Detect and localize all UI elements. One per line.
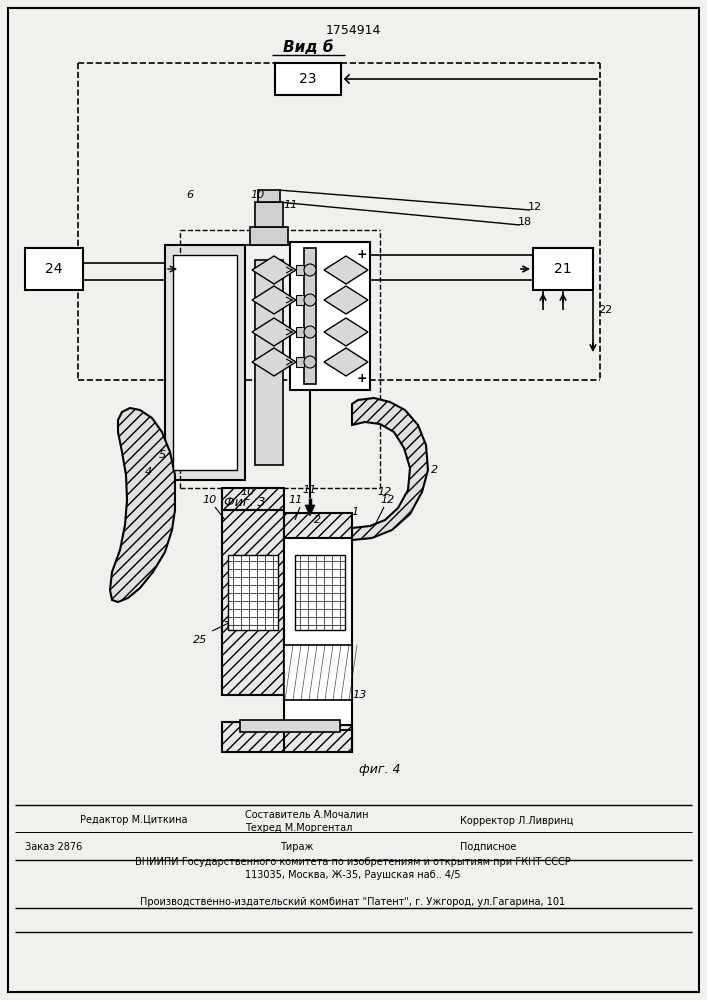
Bar bbox=[296, 327, 304, 337]
Bar bbox=[284, 538, 352, 750]
Polygon shape bbox=[252, 318, 296, 346]
Circle shape bbox=[304, 264, 316, 276]
Text: 21: 21 bbox=[554, 262, 572, 276]
Text: 13: 13 bbox=[353, 690, 367, 700]
Polygon shape bbox=[324, 286, 368, 314]
Bar bbox=[290, 242, 370, 390]
Polygon shape bbox=[324, 256, 368, 284]
Text: 22: 22 bbox=[598, 305, 612, 315]
Text: Фиг. 3: Фиг. 3 bbox=[224, 495, 266, 508]
Text: 12: 12 bbox=[528, 202, 542, 212]
Bar bbox=[295, 555, 345, 630]
Text: 2: 2 bbox=[431, 465, 438, 475]
Text: 10: 10 bbox=[241, 487, 255, 497]
Bar bbox=[165, 245, 245, 480]
Text: Составитель А.Мочалин: Составитель А.Мочалин bbox=[245, 810, 368, 820]
Text: 11: 11 bbox=[303, 485, 317, 495]
Bar bbox=[258, 190, 280, 202]
Text: Корректор Л.Ливринц: Корректор Л.Ливринц bbox=[460, 816, 573, 826]
Text: 11: 11 bbox=[289, 495, 303, 505]
Bar bbox=[240, 720, 340, 732]
Bar bbox=[284, 645, 352, 700]
Text: 2: 2 bbox=[315, 515, 322, 525]
Bar bbox=[255, 260, 283, 465]
Polygon shape bbox=[110, 408, 175, 602]
Text: 5: 5 bbox=[158, 450, 165, 460]
Bar bbox=[296, 295, 304, 305]
Polygon shape bbox=[252, 256, 296, 284]
Text: Редактор М.Циткина: Редактор М.Циткина bbox=[80, 815, 187, 825]
Text: 18: 18 bbox=[518, 217, 532, 227]
Polygon shape bbox=[324, 348, 368, 376]
Text: 12: 12 bbox=[378, 487, 392, 497]
Text: 4: 4 bbox=[144, 467, 151, 477]
Bar bbox=[25, 248, 83, 290]
Bar bbox=[255, 202, 283, 227]
Text: 1754914: 1754914 bbox=[325, 23, 380, 36]
Bar bbox=[533, 248, 593, 290]
Text: Вид б: Вид б bbox=[283, 40, 333, 55]
Text: 12: 12 bbox=[381, 495, 395, 505]
Bar bbox=[304, 248, 316, 384]
Text: 23: 23 bbox=[299, 72, 317, 86]
Text: 6: 6 bbox=[187, 190, 194, 200]
Text: 10: 10 bbox=[251, 190, 265, 200]
Text: Производственно-издательский комбинат "Патент", г. Ужгород, ул.Гагарина, 101: Производственно-издательский комбинат "П… bbox=[141, 897, 566, 907]
Polygon shape bbox=[252, 286, 296, 314]
Polygon shape bbox=[305, 505, 315, 516]
Text: 1: 1 bbox=[351, 507, 358, 517]
Bar bbox=[269, 725, 352, 750]
Text: 11: 11 bbox=[284, 200, 298, 210]
Text: 24: 24 bbox=[45, 262, 63, 276]
Bar bbox=[173, 255, 237, 470]
Polygon shape bbox=[252, 348, 296, 376]
Bar bbox=[296, 357, 304, 367]
Text: ВНИИПИ Государственного комитета по изобретениям и открытиям при ГКНТ СССР: ВНИИПИ Государственного комитета по изоб… bbox=[135, 857, 571, 867]
Text: Тираж: Тираж bbox=[280, 842, 313, 852]
Bar bbox=[228, 555, 278, 630]
Bar bbox=[222, 722, 284, 752]
Text: Заказ 2876: Заказ 2876 bbox=[25, 842, 82, 852]
Circle shape bbox=[304, 294, 316, 306]
Polygon shape bbox=[352, 398, 428, 540]
Text: 10: 10 bbox=[203, 495, 217, 505]
Bar bbox=[222, 510, 284, 695]
Text: Подписное: Подписное bbox=[460, 842, 516, 852]
Bar bbox=[284, 730, 352, 752]
Text: фиг. 4: фиг. 4 bbox=[359, 764, 401, 776]
Bar bbox=[275, 63, 341, 95]
Text: 25: 25 bbox=[193, 635, 207, 645]
Circle shape bbox=[304, 326, 316, 338]
Circle shape bbox=[304, 356, 316, 368]
Text: 113035, Москва, Ж-35, Раушская наб.. 4/5: 113035, Москва, Ж-35, Раушская наб.. 4/5 bbox=[245, 870, 461, 880]
Bar bbox=[250, 227, 288, 245]
Bar bbox=[296, 265, 304, 275]
Polygon shape bbox=[324, 318, 368, 346]
Text: +: + bbox=[357, 371, 368, 384]
Bar bbox=[222, 488, 284, 510]
Text: Техред М.Моргентал: Техред М.Моргентал bbox=[245, 823, 352, 833]
Text: +: + bbox=[357, 247, 368, 260]
Bar bbox=[284, 513, 352, 540]
